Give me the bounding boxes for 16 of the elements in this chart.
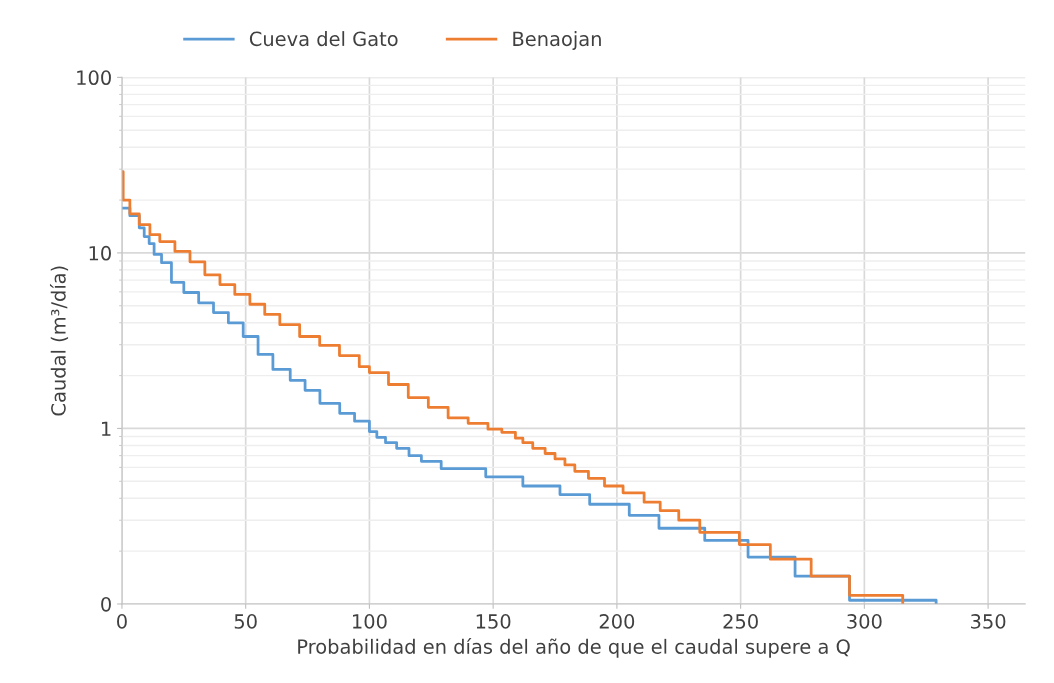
y-tick-label: 0	[101, 596, 111, 612]
y-tick-label: 10	[89, 245, 111, 261]
y-axis-title: Caudal (m³/día)	[49, 266, 69, 416]
x-tick-label: 350	[971, 614, 1006, 629]
legend-label: Benaojan	[513, 31, 601, 50]
x-tick-label: 300	[847, 614, 882, 629]
x-axis-title: Probabilidad en días del año de que el caudal supere a Q	[298, 638, 850, 658]
x-tick-label: 0	[117, 614, 127, 629]
x-tick-label: 50	[234, 614, 257, 629]
x-tick-label: 200	[599, 614, 635, 629]
y-tick-label: 100	[77, 70, 111, 86]
x-tick-label: 250	[723, 614, 758, 629]
x-tick-label: 100	[353, 614, 387, 629]
y-tick-label: 1	[101, 421, 111, 436]
x-tick-label: 150	[476, 614, 511, 629]
legend-label: Cueva del Gato	[249, 31, 398, 47]
